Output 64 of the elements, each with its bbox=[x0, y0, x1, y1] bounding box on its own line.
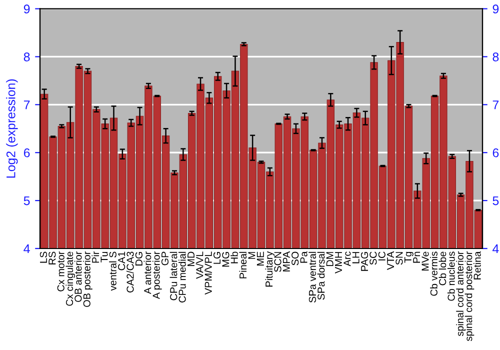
x-tick-label: Pineal bbox=[239, 252, 247, 278]
x-tick-label: CPu lateral bbox=[170, 252, 178, 300]
x-tick-label: IC bbox=[378, 252, 386, 260]
x-tick-label: OB posterior bbox=[83, 251, 92, 307]
y-axis-title: Log2 (expression) bbox=[6, 79, 18, 178]
x-tick-label: SC bbox=[370, 252, 377, 265]
x-tick-label: MG bbox=[222, 252, 230, 267]
x-tick-label: Pituitary bbox=[265, 251, 275, 287]
y2-tick-label: 7 bbox=[492, 100, 499, 110]
x-tick-label: Tg bbox=[404, 252, 414, 263]
x-tick-label: VTA bbox=[387, 251, 394, 270]
x-tick-label: MVe bbox=[422, 252, 429, 270]
x-tick-label: CA2/CA3 bbox=[126, 252, 134, 292]
y2-tick-label: 8 bbox=[492, 52, 499, 62]
x-tick-label: ventral S bbox=[109, 252, 116, 291]
x-tick-label: ME bbox=[256, 252, 264, 266]
y-tick-label: 9 bbox=[24, 4, 30, 14]
x-tick-label: Cb lobe bbox=[438, 252, 446, 286]
x-tick-label: SPa ventral bbox=[308, 252, 316, 303]
x-tick-label: spinal cord anterior bbox=[456, 251, 466, 336]
y-tick-label: 5 bbox=[24, 196, 30, 206]
x-tick-label: GP bbox=[161, 252, 168, 266]
y-tick-label: 7 bbox=[24, 100, 30, 110]
x-tick-label: LG bbox=[213, 252, 221, 264]
x-tick-label: VPM/VPL bbox=[204, 252, 212, 295]
y-tick-label: 6 bbox=[24, 148, 30, 158]
x-tick-label: Pa bbox=[300, 251, 308, 263]
x-tick-label: LH bbox=[352, 252, 360, 264]
x-tick-label: LS bbox=[40, 252, 48, 263]
x-tick-label: Tu bbox=[100, 252, 108, 262]
x-tick-label: DM bbox=[326, 252, 334, 266]
y-tick-label: 8 bbox=[24, 52, 30, 62]
x-tick-label: PAG bbox=[360, 252, 368, 271]
x-tick-label: MD bbox=[188, 252, 194, 266]
x-tick-label: Hb bbox=[230, 252, 238, 264]
x-tick-label: VA/VL bbox=[196, 252, 204, 279]
x-tick-label: A anterior bbox=[144, 251, 152, 294]
x-tick-label: CA1 bbox=[118, 252, 126, 270]
x-tick-label: DG bbox=[135, 252, 142, 266]
y-tick-label: 4 bbox=[24, 244, 30, 254]
x-tick-label: RS bbox=[48, 252, 56, 264]
x-tick-label: VMH bbox=[335, 252, 342, 274]
y2-tick-label: 5 bbox=[492, 196, 499, 206]
x-tick-label: MPA bbox=[282, 251, 290, 272]
y2-tick-label: 9 bbox=[492, 4, 499, 14]
x-tick-label: Retina bbox=[474, 251, 481, 280]
x-tick-label: OB anterior bbox=[74, 251, 82, 302]
x-tick-label: A posterior bbox=[152, 251, 162, 300]
x-tick-label: spinal cord posterior bbox=[464, 251, 474, 342]
x-tick-label: SCN bbox=[274, 252, 282, 272]
y2-tick-label: 6 bbox=[492, 148, 499, 158]
x-tick-label: Arc bbox=[344, 252, 351, 266]
y2-tick-label: 4 bbox=[492, 244, 499, 254]
x-tick-label: Pn bbox=[413, 252, 420, 263]
x-tick-label: SPa dorsal bbox=[317, 252, 325, 300]
x-tick-label: CPu medial bbox=[178, 252, 186, 302]
x-tick-label: Cb vermis bbox=[430, 252, 438, 296]
x-tick-label: SN bbox=[396, 252, 403, 265]
x-tick-label: Cx motor bbox=[57, 251, 64, 292]
x-tick-label: Cb nucleus bbox=[447, 252, 455, 301]
x-tick-label: Cx cingulate bbox=[66, 252, 76, 306]
x-tick-label: Pir bbox=[92, 251, 99, 263]
x-tick-label: SO bbox=[292, 252, 299, 266]
x-tick-label: M bbox=[248, 252, 256, 259]
